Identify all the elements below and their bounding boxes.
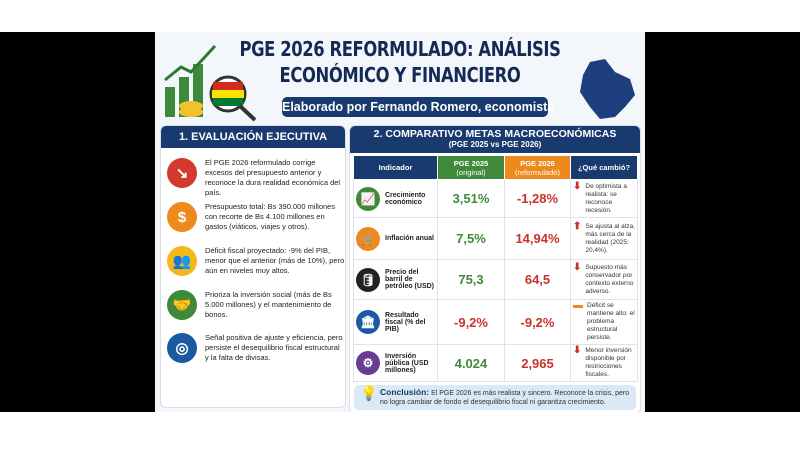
trend-down-icon: ⬇ (573, 345, 582, 356)
pge2026-value: 14,94% (504, 217, 571, 260)
evaluation-item: ↘ El PGE 2026 reformulado corrige exceso… (167, 158, 345, 198)
title-line-1: PGE 2026 REFORMULADO: ANÁLISIS (239, 37, 561, 61)
pge2026-value: -9,2% (504, 299, 571, 345)
evaluation-item-text: El PGE 2026 reformulado corrige excesos … (205, 158, 341, 197)
indicator-label: Inflación anual (385, 235, 435, 242)
indicator-cell: 🏛 Resultado fiscal (% del PIB) (353, 299, 438, 345)
evaluation-item: ◎ Señal positiva de ajuste y eficiencia,… (167, 333, 345, 363)
col-pge2026-label: PGE 2026 (520, 158, 555, 168)
investment-icon: ⚙ (356, 351, 380, 375)
trend-flat-icon: ▬ (573, 300, 583, 311)
indicator-cell: 📈 Crecimiento económico (353, 179, 438, 218)
change-cell: ⬆ Se ajusta al alza, más cerca de la real… (570, 217, 638, 260)
change-cell: ⬇ De optimista a realista: se reconoce re… (570, 179, 638, 218)
title-line-2: ECONÓMICO Y FINANCIERO (279, 63, 521, 87)
macro-comparison-panel: 2. COMPARATIVO METAS MACROECONÓMICAS (PG… (349, 125, 641, 412)
trend-down-icon: ⬇ (573, 180, 582, 192)
growth-chart-illustration (164, 44, 257, 122)
col-pge2026-sub: (reformulado) (514, 167, 560, 177)
author-subtitle: Elaborado por Fernando Romero, economist… (282, 97, 554, 117)
table-row: 📈 Crecimiento económico 3,51% -1,28% ⬇ De … (353, 179, 638, 218)
handshake-icon: 🤝 (167, 290, 197, 320)
evaluation-item: 🤝 Prioriza la inversión social (más de B… (167, 290, 345, 320)
table-row: 🛢 Precio del barril de petróleo (USD) 75,… (353, 259, 638, 300)
indicator-label: Precio del barril de petróleo (USD) (385, 269, 434, 290)
trend-down-icon: ⬇ (573, 261, 582, 273)
evaluation-item-text: Presupuesto total: Bs 390.000 millones c… (205, 202, 336, 231)
pge2026-value: -1,28% (504, 179, 571, 218)
table-row: ⚙ Inversión pública (USD millones) 4.024 … (353, 344, 638, 382)
change-cell: ▬ Déficit se mantiene alto: el problema e… (570, 299, 638, 345)
pge2025-value: 75,3 (437, 259, 505, 300)
change-cell: ⬇ Supuesto más conservador por contexto e… (570, 259, 638, 300)
infographic: PGE 2026 REFORMULADO: ANÁLISIS ECONÓMICO… (155, 32, 645, 412)
evaluation-item: 👥 Déficit fiscal proyectado: -9% del PIB… (167, 246, 345, 276)
pge2025-value: 7,5% (437, 217, 505, 260)
panel-subtitle: (PGE 2025 vs PGE 2026) (448, 140, 542, 149)
col-pge2025-sub: (original) (456, 167, 486, 177)
indicator-cell: 🛢 Precio del barril de petróleo (USD) (353, 259, 438, 300)
col-pge2025-label: PGE 2025 (453, 158, 489, 168)
bolivia-map-icon (580, 59, 635, 119)
indicator-cell: 🛒 Inflación anual (353, 217, 438, 260)
pge2026-value: 64,5 (504, 259, 571, 300)
executive-evaluation-panel: 1. EVALUACIÓN EJECUTIVA ↘ El PGE 2026 re… (160, 125, 346, 408)
evaluation-item: $ Presupuesto total: Bs 390.000 millones… (167, 202, 345, 232)
panel-header: 2. COMPARATIVO METAS MACROECONÓMICAS (PG… (350, 126, 640, 153)
lightbulb-icon: 💡 (360, 385, 378, 401)
target-icon: ◎ (167, 333, 197, 363)
indicator-label: Inversión pública (USD millones) (385, 352, 429, 374)
bank-icon: 🏛 (356, 310, 380, 334)
col-pge2025: PGE 2025 (original) (437, 155, 505, 180)
conclusion-label: Conclusión: (380, 387, 430, 397)
change-text: Se ajusta al alza, más cerca de la reali… (585, 222, 635, 254)
indicator-label: Crecimiento económico (385, 191, 426, 206)
oil-barrel-icon: 🛢 (356, 267, 380, 292)
conclusion-box: 💡 Conclusión: El PGE 2026 es más realist… (354, 385, 636, 410)
pge2025-value: 3,51% (437, 179, 505, 218)
change-text: De optimista a realista: se reconoce rec… (585, 182, 627, 214)
change-text: Déficit se mantiene alto: el problema es… (587, 302, 635, 341)
panel-title: 1. EVALUACIÓN EJECUTIVA (161, 126, 345, 148)
money-bag-icon: $ (167, 202, 197, 232)
indicator-label: Resultado fiscal (% del PIB) (385, 311, 426, 333)
conclusion-text: El PGE 2026 es más realista y sincero. R… (380, 390, 630, 406)
change-cell: ⬇ Menor inversión disponible por restricc… (570, 344, 638, 382)
panel-title: 2. COMPARATIVO METAS MACROECONÓMICAS (373, 128, 617, 140)
evaluation-item-text: Déficit fiscal proyectado: -9% del PIB, … (205, 246, 345, 275)
chart-down-icon: ↘ (167, 158, 197, 188)
col-pge2026: PGE 2026 (reformulado) (504, 155, 571, 180)
evaluation-item-text: Señal positiva de ajuste y eficiencia, p… (205, 333, 343, 362)
trend-up-icon: ⬆ (573, 220, 582, 232)
growth-chart-icon: 📈 (356, 186, 380, 211)
cart-icon: 🛒 (356, 226, 380, 251)
change-text: Menor inversión disponible por restricci… (585, 347, 632, 378)
table-row: 🛒 Inflación anual 7,5% 14,94% ⬆ Se ajusta … (353, 217, 638, 260)
indicator-cell: ⚙ Inversión pública (USD millones) (353, 344, 438, 382)
pge2026-value: 2,965 (504, 344, 571, 382)
col-change: ¿Qué cambió? (570, 155, 638, 180)
people-icon: 👥 (167, 246, 197, 276)
evaluation-item-text: Prioriza la inversión social (más de Bs … (205, 290, 332, 319)
change-text: Supuesto más conservador por contexto ex… (585, 263, 634, 295)
pge2025-value: -9,2% (437, 299, 505, 345)
table-row: 🏛 Resultado fiscal (% del PIB) -9,2% -9,2… (353, 299, 638, 345)
comparison-table: Indicador PGE 2025 (original) PGE 2026 (re… (353, 155, 638, 382)
pge2025-value: 4.024 (437, 344, 505, 382)
col-indicator: Indicador (353, 155, 438, 180)
